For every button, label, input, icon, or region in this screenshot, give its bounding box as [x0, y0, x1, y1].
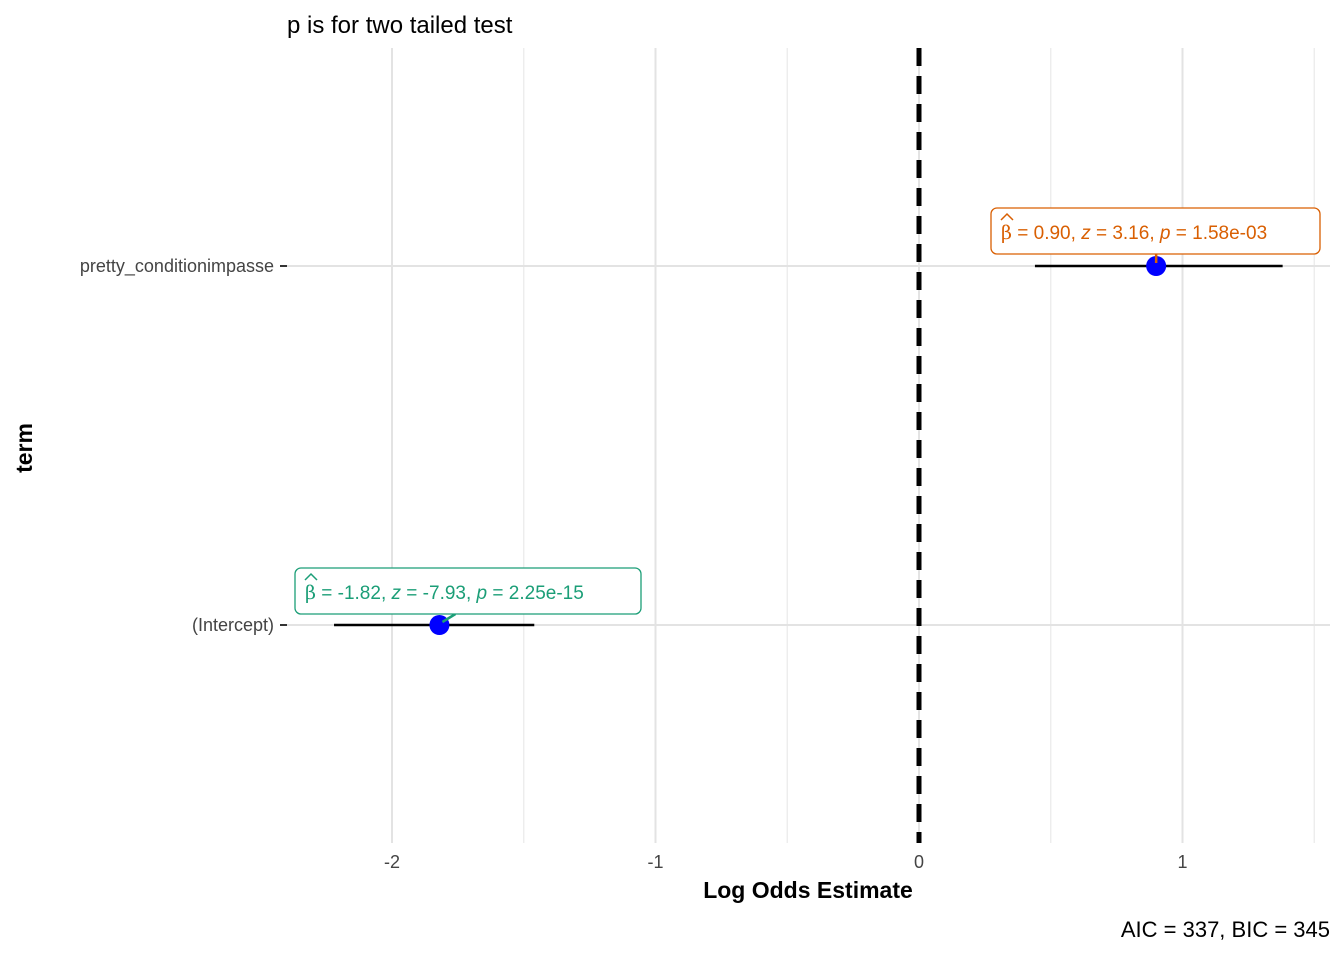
- y-axis: (Intercept) pretty_conditionimpasse: [80, 256, 287, 635]
- estimate-label: β = 0.90, z = 3.16, p = 1.58e-03: [1001, 222, 1267, 244]
- estimate-label-box: [990, 207, 1321, 255]
- chart-subtitle: p is for two tailed test: [287, 12, 513, 39]
- label-part: = 3.16,: [1091, 223, 1160, 244]
- beta-hat-icon: [1000, 212, 1014, 221]
- labels: β = -1.82, z = -7.93, p = 2.25e-15β = 0.…: [294, 207, 1321, 624]
- x-axis-title: Log Odds Estimate: [703, 877, 913, 903]
- estimate-label: β = -1.82, z = -7.93, p = 2.25e-15: [305, 582, 584, 604]
- marks: [334, 256, 1283, 635]
- label-part: z: [391, 583, 402, 604]
- label-connector: [441, 612, 457, 624]
- estimate-point: [429, 615, 450, 635]
- estimate-label-box: [294, 567, 642, 615]
- estimate-point: [1146, 256, 1167, 276]
- x-tick-label: 1: [1177, 852, 1187, 872]
- x-tick-label: 0: [914, 852, 924, 872]
- chart-caption: AIC = 337, BIC = 345: [1121, 917, 1330, 942]
- beta-hat-icon: [304, 572, 318, 581]
- label-part: β: [1001, 222, 1012, 244]
- x-axis: -2 -1 0 1: [384, 852, 1188, 872]
- y-tick-label: (Intercept): [192, 615, 274, 635]
- label-part: = -1.82,: [316, 583, 392, 604]
- label-part: = 0.90,: [1012, 223, 1081, 244]
- x-tick-label: -2: [384, 852, 400, 872]
- label-part: p: [1159, 223, 1171, 244]
- x-tick-label: -1: [647, 852, 663, 872]
- label-part: p: [476, 583, 488, 604]
- label-part: z: [1080, 223, 1091, 244]
- label-part: = -7.93,: [401, 583, 477, 604]
- label-part: = 2.25e-15: [487, 583, 584, 604]
- label-part: β: [305, 582, 316, 604]
- grid: [287, 48, 1330, 843]
- y-tick-label: pretty_conditionimpasse: [80, 256, 274, 277]
- y-axis-title: term: [11, 423, 37, 473]
- label-part: = 1.58e-03: [1170, 223, 1267, 244]
